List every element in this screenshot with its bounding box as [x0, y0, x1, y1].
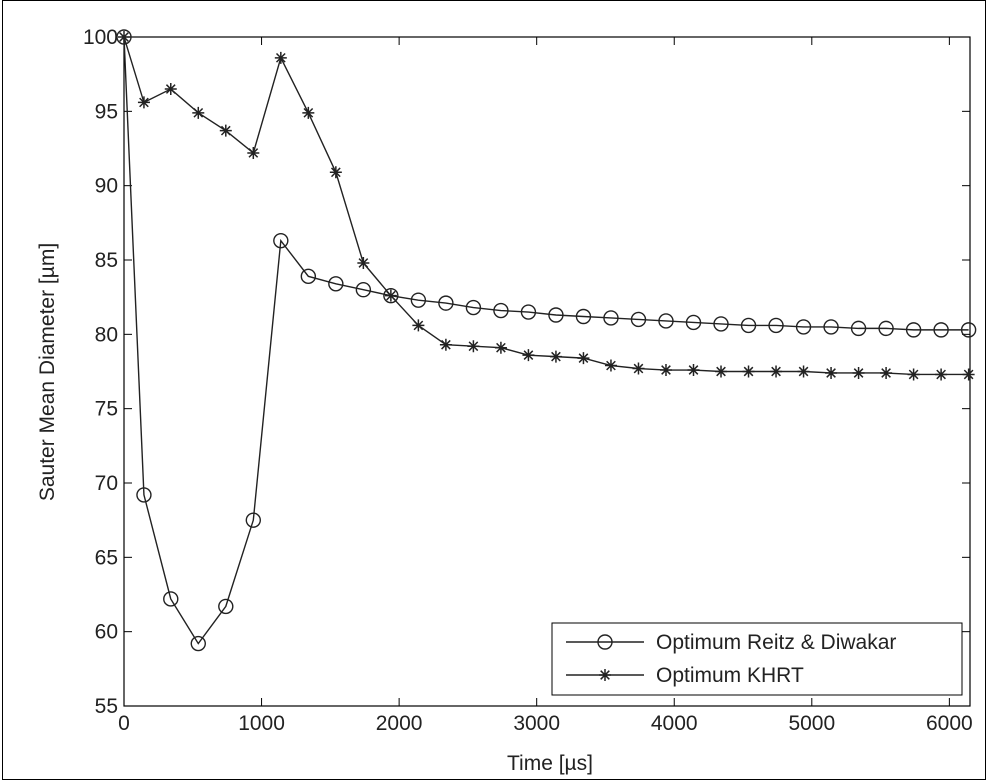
star-marker	[329, 166, 342, 179]
star-marker	[302, 106, 315, 119]
circle-marker	[410, 292, 427, 308]
star-marker	[439, 338, 452, 351]
star-marker	[137, 96, 150, 109]
x-tick-label: 0	[118, 712, 130, 735]
circle-marker	[116, 29, 132, 45]
star-marker	[219, 124, 232, 137]
star-marker	[494, 341, 507, 354]
circle-marker	[355, 282, 372, 298]
star-marker	[604, 359, 617, 372]
star-marker	[742, 365, 755, 378]
star-marker	[118, 31, 130, 43]
y-tick-label: 90	[95, 175, 118, 198]
star-marker	[797, 365, 810, 378]
legend: Optimum Reitz & Diwakar Optimum KHRT	[551, 622, 963, 696]
star-marker	[907, 368, 920, 381]
circle-marker	[190, 635, 206, 652]
circle-marker	[933, 322, 949, 338]
circle-marker	[328, 276, 344, 292]
circle-marker	[960, 322, 977, 338]
star-marker	[880, 366, 893, 379]
circle-marker	[630, 311, 647, 328]
circle-marker	[658, 313, 674, 329]
x-tick-label: 5000	[788, 712, 835, 735]
star-marker	[467, 340, 480, 353]
x-axis-label: Time [µs]	[507, 752, 593, 775]
legend-marker	[597, 634, 613, 650]
star-marker	[412, 319, 425, 332]
legend-label: Optimum Reitz & Diwakar	[656, 631, 896, 654]
y-tick-label: 95	[95, 100, 118, 123]
y-tick-label: 85	[95, 249, 118, 272]
circle-marker	[905, 322, 922, 338]
y-tick-label: 60	[95, 621, 118, 644]
y-axis-label: Sauter Mean Diameter [µm]	[36, 243, 59, 501]
circle-marker	[575, 308, 592, 325]
circle-marker	[520, 304, 537, 320]
star-marker	[247, 146, 260, 159]
star-marker	[549, 350, 562, 363]
x-tick-label: 2000	[376, 712, 423, 735]
circle-marker	[383, 287, 399, 304]
star-marker	[577, 352, 590, 365]
y-tick-label: 80	[95, 323, 118, 346]
axes-box	[123, 36, 971, 707]
star-marker	[962, 368, 975, 381]
star-marker	[192, 106, 205, 119]
star-marker	[384, 289, 397, 302]
circle-marker	[850, 320, 867, 337]
star-marker	[164, 83, 177, 96]
x-tick-label: 6000	[926, 712, 973, 735]
star-marker	[357, 256, 370, 269]
series-line	[123, 36, 969, 376]
star-marker	[687, 364, 700, 377]
series-circle	[116, 29, 977, 652]
circle-marker	[603, 310, 619, 326]
circle-marker	[245, 512, 262, 528]
y-tick-label: 55	[95, 695, 118, 718]
star-marker	[522, 349, 535, 362]
y-tick-label: 65	[95, 546, 118, 569]
star-marker	[825, 366, 838, 379]
circle-marker	[823, 319, 839, 335]
circle-marker	[795, 319, 812, 335]
star-marker	[852, 366, 865, 379]
circle-marker	[685, 314, 702, 331]
x-tick-label: 3000	[513, 712, 560, 735]
plot-area: 0 1000 2000 3000 4000 5000 6000 55 60 65 70 75 80 85 9…	[83, 26, 977, 735]
circle-marker	[548, 307, 564, 323]
x-tick-label: 1000	[238, 712, 285, 735]
legend-label: Optimum KHRT	[656, 664, 804, 687]
y-tick-label: 75	[95, 398, 118, 421]
circle-marker	[768, 317, 784, 334]
star-marker	[935, 368, 948, 381]
circle-marker	[740, 317, 757, 334]
circle-marker	[493, 302, 509, 319]
series-star	[118, 31, 975, 381]
star-marker	[274, 51, 287, 64]
circle-marker	[273, 232, 289, 249]
circle-marker	[163, 591, 179, 607]
star-marker	[715, 365, 728, 378]
x-tick-label: 4000	[651, 712, 698, 735]
y-tick-label: 70	[95, 472, 118, 495]
y-tick-label: 100	[83, 26, 118, 49]
circle-marker	[300, 268, 317, 285]
circle-marker	[218, 598, 234, 615]
circle-marker	[465, 299, 482, 316]
circle-marker	[136, 487, 152, 503]
circle-marker	[438, 295, 454, 311]
star-marker	[659, 364, 672, 377]
series-line	[123, 36, 969, 645]
circle-marker	[713, 316, 729, 332]
legend-box	[551, 622, 963, 696]
circle-marker	[878, 320, 894, 337]
legend-marker	[599, 669, 611, 681]
star-marker	[632, 362, 645, 375]
star-marker	[770, 365, 783, 378]
